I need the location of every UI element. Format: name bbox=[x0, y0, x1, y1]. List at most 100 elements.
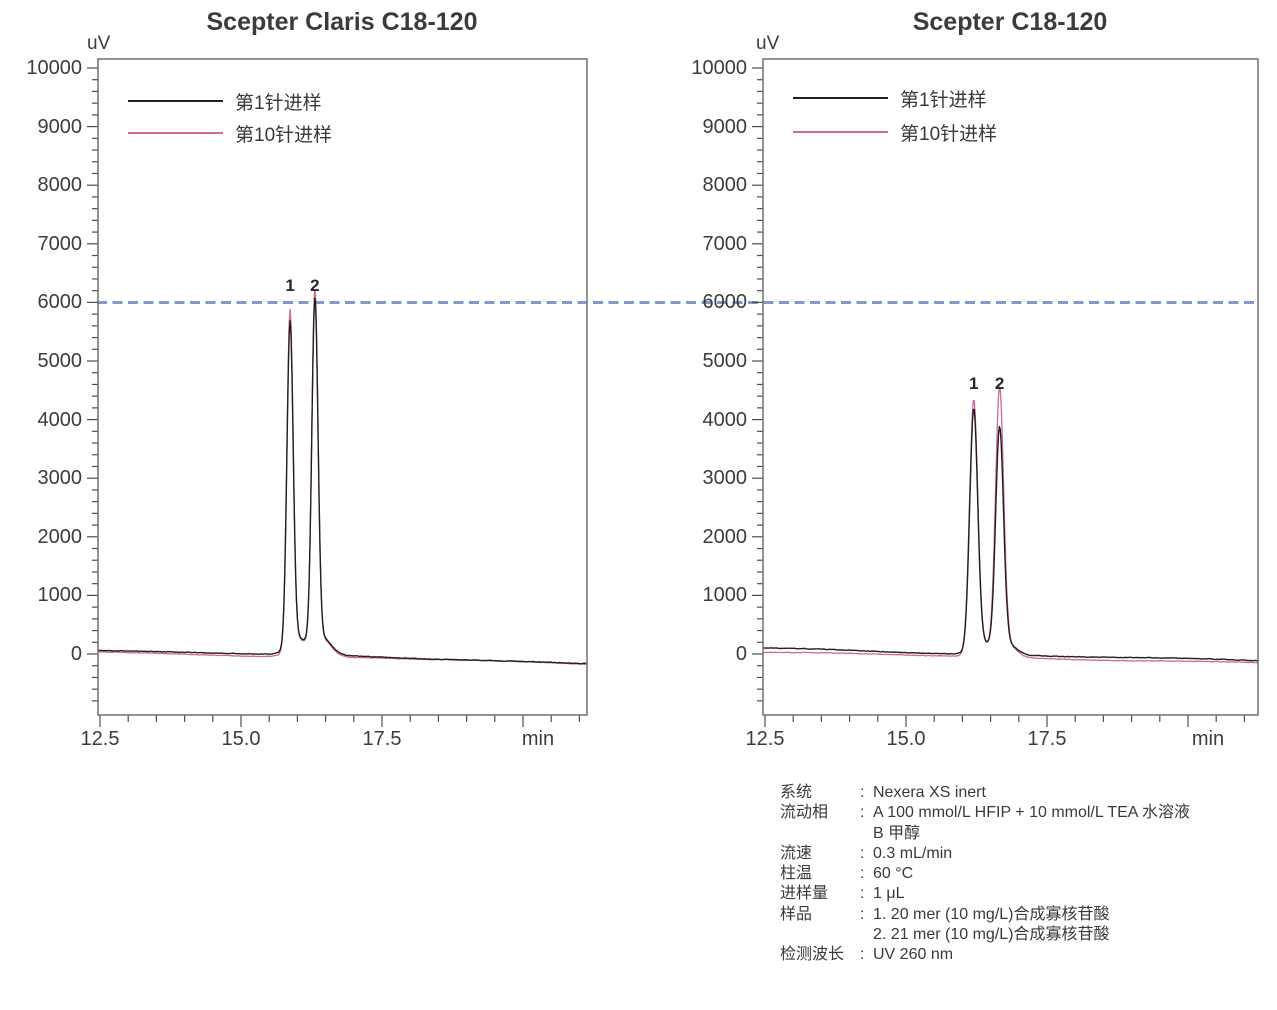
y-tick-label: 2000 bbox=[702, 525, 748, 548]
condition-label: 检测波长 bbox=[780, 946, 845, 964]
x-tick-label: 15.0 bbox=[886, 728, 926, 750]
condition-label: 柱温 bbox=[780, 865, 813, 883]
x-axis-unit-label-right: min bbox=[1191, 728, 1225, 750]
x-tick-label: 17.5 bbox=[362, 728, 402, 750]
plot-frame bbox=[97, 58, 588, 716]
peak-number-label: 1 bbox=[968, 373, 979, 393]
y-tick-label: 5000 bbox=[702, 350, 748, 372]
y-tick-label: 4000 bbox=[702, 408, 748, 431]
condition-value: B 甲醇 bbox=[873, 824, 921, 842]
condition-separator: : bbox=[860, 946, 865, 964]
condition-label: 样品 bbox=[780, 905, 813, 923]
legend-label-injection1: 第1针进样 bbox=[235, 92, 322, 114]
y-tick-label: 0 bbox=[735, 643, 747, 665]
panel-title-right: Scepter C18-120 bbox=[912, 8, 1108, 36]
legend-line-injection1 bbox=[128, 100, 223, 102]
condition-separator: : bbox=[860, 885, 865, 903]
series-line-injection1 bbox=[98, 297, 587, 665]
legend-line-injection10 bbox=[128, 132, 223, 134]
legend-label-injection10: 第10针进样 bbox=[900, 123, 998, 145]
condition-separator: : bbox=[860, 784, 865, 801]
y-tick-label: 2000 bbox=[37, 525, 83, 548]
condition-label: 流速 bbox=[780, 844, 813, 862]
condition-row: 进样量:1 μL bbox=[780, 884, 1190, 904]
peak-number-label: 2 bbox=[310, 276, 320, 296]
legend-label-injection1: 第1针进样 bbox=[900, 89, 987, 111]
y-tick-label: 7000 bbox=[702, 232, 748, 255]
peak-number-label: 1 bbox=[285, 276, 295, 296]
legend-line-injection10 bbox=[793, 131, 888, 133]
x-axis-unit-label-left: min bbox=[521, 728, 555, 750]
condition-value: 60 °C bbox=[873, 865, 914, 883]
y-tick-label: 1000 bbox=[702, 584, 748, 607]
condition-value: 1. 20 mer (10 mg/L)合成寡核苷酸 bbox=[873, 905, 1110, 923]
y-tick-label: 1000 bbox=[37, 584, 83, 607]
chromatogram-panel-left bbox=[87, 58, 588, 727]
legend-entry-injection1-left: 第1针进样 bbox=[128, 91, 322, 114]
y-tick-label: 6000 bbox=[37, 291, 83, 314]
series-line-injection10 bbox=[762, 386, 1258, 664]
condition-row: 流动相: A 100 mmol/L HFIP + 10 mmol/L TEA 水溶… bbox=[780, 803, 1190, 823]
y-tick-label: 3000 bbox=[702, 467, 748, 490]
y-axis-unit-label-right: uV bbox=[756, 33, 780, 54]
condition-separator bbox=[860, 925, 873, 945]
legend-entry-injection10-right: 第10针进样 bbox=[793, 122, 997, 145]
condition-label: 系统 bbox=[780, 784, 813, 801]
peak-number-label: 2 bbox=[994, 373, 1005, 393]
y-tick-label: 9000 bbox=[37, 115, 83, 138]
plot-frame bbox=[762, 58, 1259, 716]
legend-entry-injection10-left: 第10针进样 bbox=[128, 123, 332, 146]
y-tick-label: 8000 bbox=[37, 174, 83, 197]
y-tick-label: 7000 bbox=[37, 232, 83, 255]
y-tick-label: 10000 bbox=[26, 57, 82, 79]
y-tick-label: 0 bbox=[70, 643, 82, 665]
panel-title-left: Scepter Claris C18-120 bbox=[206, 8, 478, 36]
condition-row: 样品:1. 20 mer (10 mg/L)合成寡核苷酸 bbox=[780, 905, 1190, 925]
x-tick-label: 15.0 bbox=[221, 728, 261, 750]
condition-value: 1 μL bbox=[873, 885, 905, 903]
series-line-injection1 bbox=[762, 408, 1258, 662]
condition-row: 流速:0.3 mL/min bbox=[780, 844, 1190, 864]
y-tick-label: 6000 bbox=[702, 291, 748, 314]
condition-separator: : bbox=[860, 865, 865, 883]
condition-value: UV 260 nm bbox=[873, 946, 954, 964]
condition-row: 柱温:60 °C bbox=[780, 864, 1190, 884]
y-tick-label: 4000 bbox=[37, 408, 83, 431]
condition-value: A 100 mmol/L HFIP + 10 mmol/L TEA 水溶液 bbox=[873, 804, 1191, 822]
condition-row-continuation: B 甲醇 bbox=[780, 824, 1190, 844]
series-line-injection10 bbox=[97, 289, 587, 665]
condition-row: 检测波长: UV 260 nm bbox=[780, 945, 1190, 965]
condition-separator bbox=[860, 824, 873, 844]
legend-line-injection1 bbox=[793, 97, 888, 99]
x-tick-label: 17.5 bbox=[1027, 728, 1067, 750]
condition-row-continuation: 2. 21 mer (10 mg/L)合成寡核苷酸 bbox=[780, 925, 1190, 945]
y-axis-unit-label-left: uV bbox=[87, 33, 111, 54]
axis-ticks bbox=[752, 67, 1246, 727]
condition-row: 系统: Nexera XS inert bbox=[780, 783, 1190, 803]
condition-value: 2. 21 mer (10 mg/L)合成寡核苷酸 bbox=[873, 926, 1110, 944]
y-tick-label: 8000 bbox=[702, 174, 748, 197]
chromatogram-panel-right bbox=[752, 58, 1259, 727]
condition-value: Nexera XS inert bbox=[873, 784, 986, 801]
condition-label: 流动相 bbox=[780, 804, 829, 822]
axis-ticks bbox=[87, 67, 581, 727]
y-tick-label: 3000 bbox=[37, 467, 83, 490]
condition-separator: : bbox=[860, 844, 865, 862]
condition-label bbox=[780, 925, 860, 945]
condition-separator: : bbox=[860, 804, 865, 822]
condition-separator: : bbox=[860, 905, 865, 923]
reference-line-6000 bbox=[97, 301, 1258, 304]
x-tick-label: 12.5 bbox=[745, 728, 785, 750]
y-tick-label: 9000 bbox=[702, 115, 748, 138]
legend-label-injection10: 第10针进样 bbox=[235, 124, 333, 146]
condition-label: 进样量 bbox=[780, 885, 829, 903]
conditions-table: 系统: Nexera XS inert 流动相: A 100 mmol/L HFIP … bbox=[780, 783, 1190, 966]
condition-value: 0.3 mL/min bbox=[873, 844, 953, 862]
legend-entry-injection1-right: 第1针进样 bbox=[793, 88, 987, 111]
y-tick-label: 10000 bbox=[691, 57, 747, 79]
y-tick-label: 5000 bbox=[37, 350, 83, 372]
x-tick-label: 12.5 bbox=[80, 728, 120, 750]
condition-label bbox=[780, 824, 860, 844]
